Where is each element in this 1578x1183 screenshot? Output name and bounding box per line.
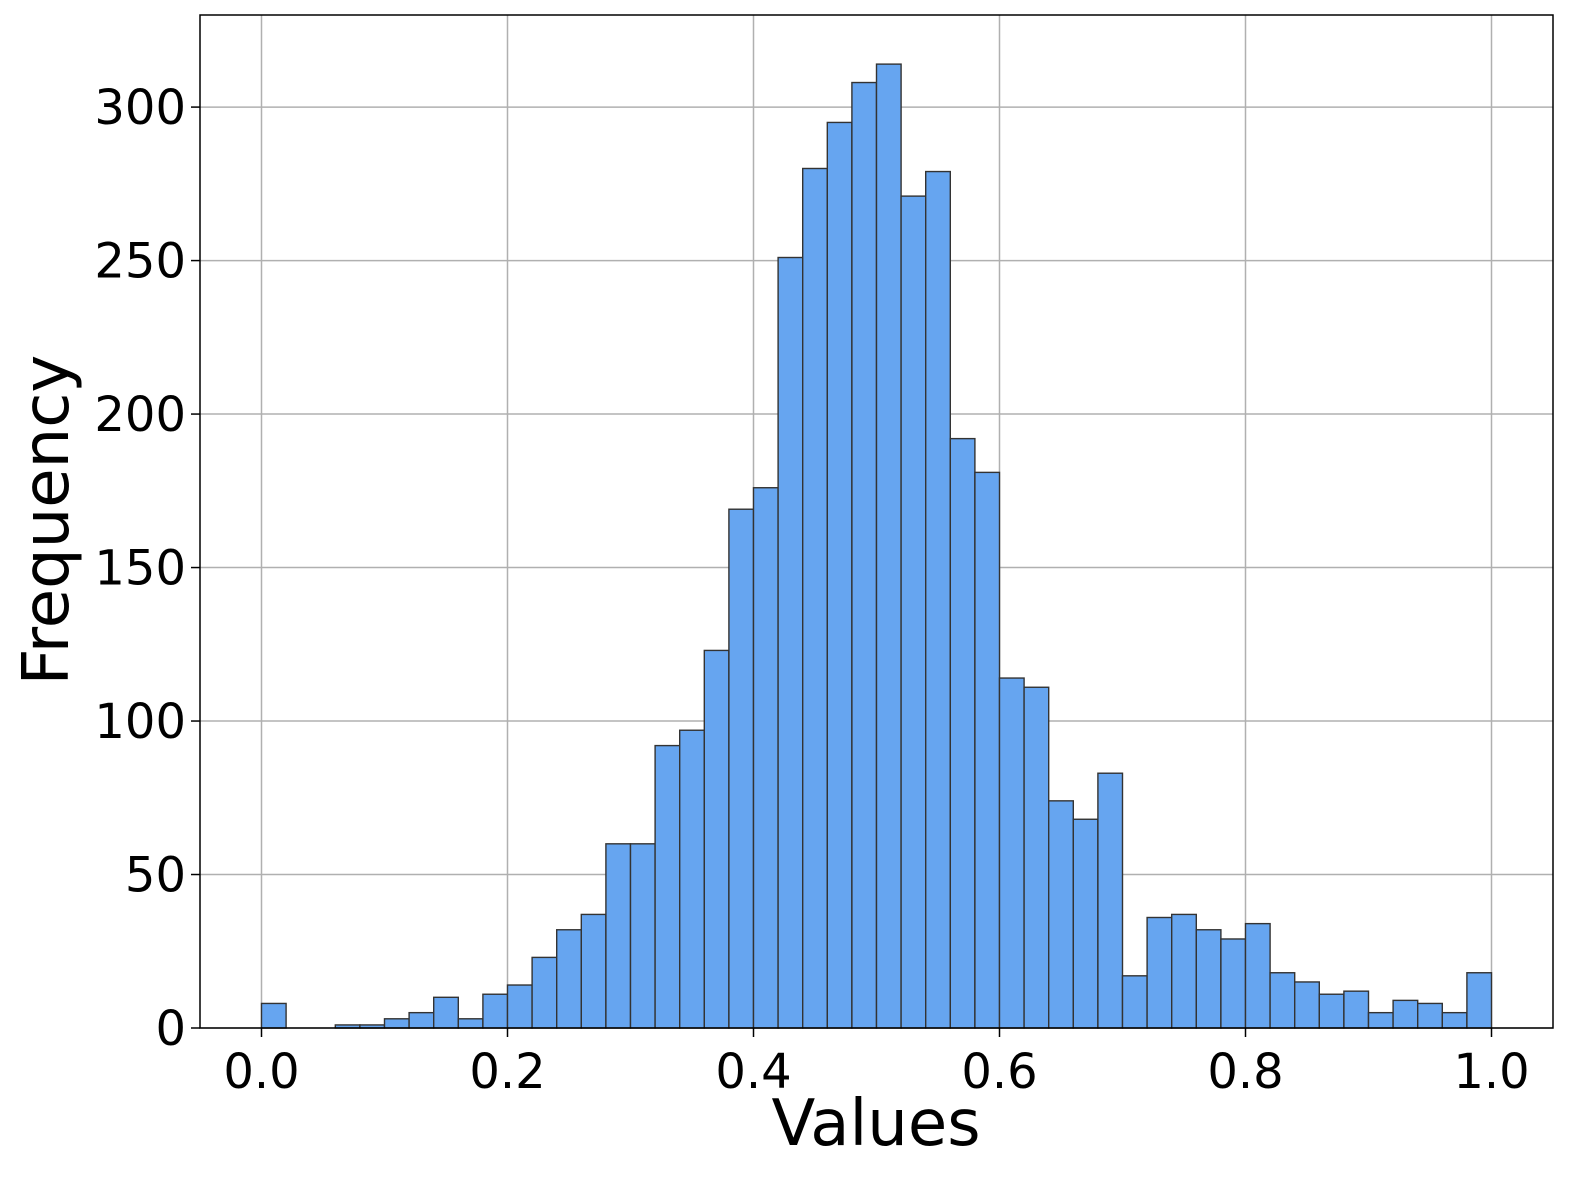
histogram-bar [974, 471, 1001, 1029]
histogram-bar [998, 677, 1025, 1029]
axis-ticks [191, 106, 1493, 1037]
x-tick-label: 0.4 [715, 1044, 791, 1100]
x-tick-label: 0.8 [1207, 1044, 1283, 1100]
histogram-bar [851, 81, 878, 1029]
histogram-bar [1195, 929, 1222, 1029]
x-tick-label: 1.0 [1453, 1044, 1529, 1100]
histogram-bar [925, 170, 952, 1029]
histogram-bar [875, 63, 902, 1029]
histogram-bar [433, 996, 460, 1029]
y-axis-label: Frequency [10, 355, 84, 686]
histogram-bar [605, 843, 632, 1029]
histogram-bar [728, 508, 755, 1029]
histogram-bar [1441, 1011, 1468, 1029]
y-tick-label: 50 [125, 848, 186, 904]
histogram-bar [752, 487, 779, 1029]
histogram-bar [506, 984, 533, 1029]
histogram-bar [949, 437, 976, 1029]
histogram-bar [531, 956, 558, 1029]
histogram-bar [1318, 993, 1345, 1029]
histogram-bar [1343, 990, 1370, 1029]
histogram-bar [703, 649, 730, 1029]
y-tick-label: 300 [94, 80, 186, 136]
histogram-bar [1146, 916, 1173, 1029]
histogram-bar [580, 913, 607, 1029]
histogram-bar [457, 1018, 484, 1029]
histogram-bar [1121, 975, 1148, 1029]
x-tick-label: 0.6 [961, 1044, 1037, 1100]
x-tick-label: 0.0 [223, 1044, 299, 1100]
histogram-bar [482, 993, 509, 1029]
histogram-bar [260, 1002, 287, 1029]
histogram-bar [1269, 972, 1296, 1029]
y-tick-label: 0 [155, 1001, 186, 1057]
plot-area-frame [199, 14, 1554, 1029]
histogram-bar [679, 729, 706, 1029]
histogram-bar [1097, 772, 1124, 1029]
histogram-bar [556, 929, 583, 1029]
histogram-bar [1392, 999, 1419, 1029]
x-tick-label: 0.2 [469, 1044, 545, 1100]
y-tick-label: 200 [94, 387, 186, 443]
histogram-bar [408, 1011, 435, 1029]
histogram-bar [1170, 913, 1197, 1029]
x-tick-labels: 0.0 0.2 0.4 0.6 0.8 1.0 [223, 1044, 1529, 1100]
histogram-bar [1367, 1011, 1394, 1029]
histogram-bar [1466, 972, 1493, 1029]
histogram-bar [826, 121, 853, 1029]
y-tick-label: 250 [94, 234, 186, 290]
histogram-bar [900, 195, 927, 1029]
histogram-bar [629, 843, 656, 1029]
histogram-bar [802, 167, 829, 1029]
histogram-bar [1023, 686, 1050, 1029]
histogram-bar [1047, 800, 1074, 1029]
histogram-bar [1072, 818, 1099, 1029]
histogram-bar [1293, 981, 1320, 1029]
y-tick-label: 150 [94, 541, 186, 597]
y-tick-label: 100 [94, 694, 186, 750]
histogram-bars [260, 63, 1493, 1029]
histogram-bar [777, 256, 804, 1029]
y-tick-labels: 0 50 100 150 200 250 300 [94, 80, 186, 1057]
x-axis-label: Values [771, 1087, 980, 1161]
histogram-bar [1220, 938, 1247, 1029]
histogram-bar [383, 1018, 410, 1029]
histogram-bar [1244, 922, 1271, 1029]
histogram-bar [654, 744, 681, 1029]
histogram-bar [1416, 1002, 1443, 1029]
